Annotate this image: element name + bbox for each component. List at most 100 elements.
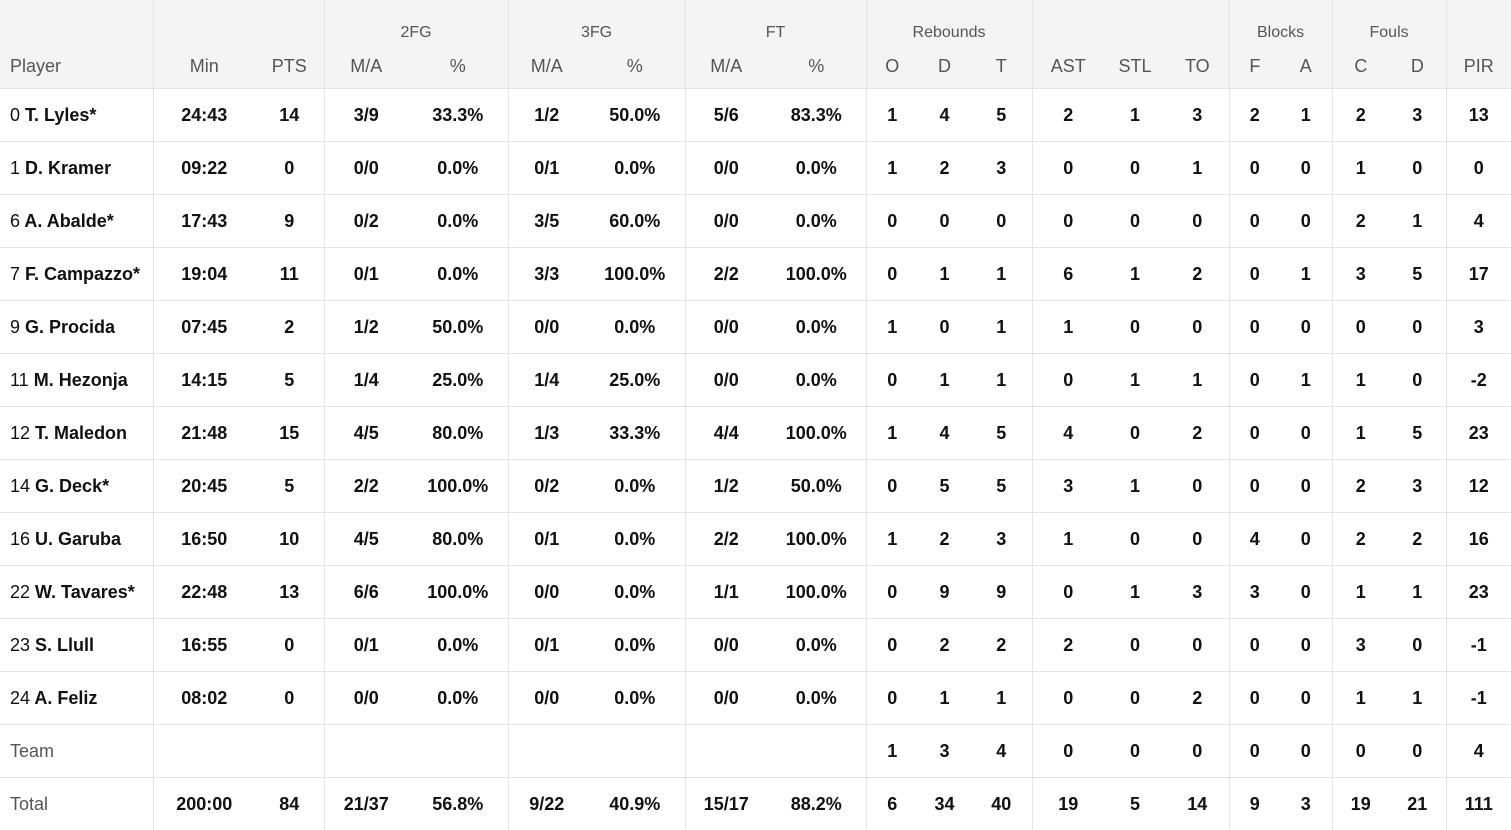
player-name-link[interactable]: S. Llull	[35, 635, 94, 655]
stat-fg2-ma: 0/0	[324, 672, 408, 725]
total-stat-stl: 5	[1104, 778, 1166, 830]
stat-ft-ma: 5/6	[685, 89, 767, 142]
col-header-min[interactable]: Min	[153, 44, 255, 89]
player-name-link[interactable]: G. Deck*	[35, 476, 109, 496]
stat-fg3-ma: 0/0	[508, 566, 585, 619]
stat-blk-f: 2	[1229, 89, 1280, 142]
col-header-blk-a[interactable]: A	[1280, 44, 1332, 89]
stat-reb-d: 2	[918, 142, 971, 195]
stat-fg2-ma: 0/2	[324, 195, 408, 248]
stat-reb-d: 4	[918, 89, 971, 142]
player-name-link[interactable]: M. Hezonja	[34, 370, 128, 390]
player-name-link[interactable]: T. Lyles*	[25, 105, 96, 125]
stat-reb-o: 1	[866, 407, 918, 460]
stat-min: 19:04	[153, 248, 255, 301]
stat-reb-t: 1	[971, 248, 1032, 301]
player-name-link[interactable]: F. Campazzo*	[25, 264, 140, 284]
stat-pir: 23	[1446, 566, 1511, 619]
stat-fg3-pct: 0.0%	[585, 460, 685, 513]
stat-fg3-pct: 0.0%	[585, 566, 685, 619]
stat-pir: 3	[1446, 301, 1511, 354]
stat-pir: 13	[1446, 89, 1511, 142]
col-header-reb-o[interactable]: O	[866, 44, 918, 89]
stat-blk-f: 4	[1229, 513, 1280, 566]
col-header-fouls-c[interactable]: C	[1332, 44, 1389, 89]
col-header-3fg-ma[interactable]: M/A	[508, 44, 585, 89]
stat-fouls-c: 1	[1332, 672, 1389, 725]
stat-fouls-c: 2	[1332, 89, 1389, 142]
col-header-pts[interactable]: PTS	[255, 44, 324, 89]
player-name-link[interactable]: U. Garuba	[35, 529, 121, 549]
stat-fouls-c: 2	[1332, 195, 1389, 248]
col-header-ast[interactable]: AST	[1032, 44, 1104, 89]
stat-stl: 1	[1104, 460, 1166, 513]
col-header-player[interactable]: Player	[0, 44, 153, 89]
stat-reb-d: 1	[918, 248, 971, 301]
stat-reb-t: 5	[971, 407, 1032, 460]
total-stat-min: 200:00	[153, 778, 255, 830]
stat-ft-pct: 0.0%	[767, 301, 866, 354]
group-header-3fg: 3FG	[508, 0, 685, 44]
team-stat-reb-t: 4	[971, 725, 1032, 778]
team-stat-stl: 0	[1104, 725, 1166, 778]
col-header-3fg-pct[interactable]: %	[585, 44, 685, 89]
player-name-link[interactable]: D. Kramer	[25, 158, 111, 178]
col-header-2fg-pct[interactable]: %	[408, 44, 508, 89]
team-stat-ft-ma	[685, 725, 767, 778]
stat-reb-d: 4	[918, 407, 971, 460]
stat-pir: 23	[1446, 407, 1511, 460]
player-name-link[interactable]: T. Maledon	[35, 423, 127, 443]
total-stat-reb-o: 6	[866, 778, 918, 830]
stat-fouls-d: 1	[1389, 566, 1446, 619]
col-header-fouls-d[interactable]: D	[1389, 44, 1446, 89]
stat-fg2-pct: 33.3%	[408, 89, 508, 142]
col-header-stl[interactable]: STL	[1104, 44, 1166, 89]
stat-pts: 11	[255, 248, 324, 301]
stat-ast: 0	[1032, 672, 1104, 725]
stat-stl: 1	[1104, 566, 1166, 619]
stat-fouls-c: 2	[1332, 513, 1389, 566]
stat-blk-a: 0	[1280, 407, 1332, 460]
col-header-blk-f[interactable]: F	[1229, 44, 1280, 89]
stat-fg3-ma: 0/2	[508, 460, 585, 513]
stat-ft-ma: 0/0	[685, 142, 767, 195]
stat-reb-o: 1	[866, 301, 918, 354]
stat-reb-t: 3	[971, 142, 1032, 195]
player-name-link[interactable]: A. Feliz	[34, 688, 97, 708]
col-header-pir[interactable]: PIR	[1446, 44, 1511, 89]
player-cell: 9 G. Procida	[0, 301, 153, 354]
stat-fouls-d: 0	[1389, 301, 1446, 354]
col-header-2fg-ma[interactable]: M/A	[324, 44, 408, 89]
col-header-to[interactable]: TO	[1166, 44, 1229, 89]
team-stat-ast: 0	[1032, 725, 1104, 778]
player-name-link[interactable]: W. Tavares*	[35, 582, 135, 602]
col-header-ft-ma[interactable]: M/A	[685, 44, 767, 89]
stat-stl: 0	[1104, 195, 1166, 248]
col-header-reb-d[interactable]: D	[918, 44, 971, 89]
stat-fg3-ma: 1/3	[508, 407, 585, 460]
stat-blk-f: 3	[1229, 566, 1280, 619]
player-name-link[interactable]: A. Abalde*	[24, 211, 113, 231]
total-stat-ft-pct: 88.2%	[767, 778, 866, 830]
player-name-link[interactable]: G. Procida	[25, 317, 115, 337]
col-header-reb-t[interactable]: T	[971, 44, 1032, 89]
team-stat-fouls-c: 0	[1332, 725, 1389, 778]
player-number: 1	[10, 158, 20, 178]
team-stat-reb-o: 1	[866, 725, 918, 778]
col-header-ft-pct[interactable]: %	[767, 44, 866, 89]
stat-min: 14:15	[153, 354, 255, 407]
stat-fg2-ma: 4/5	[324, 407, 408, 460]
stat-blk-f: 0	[1229, 248, 1280, 301]
